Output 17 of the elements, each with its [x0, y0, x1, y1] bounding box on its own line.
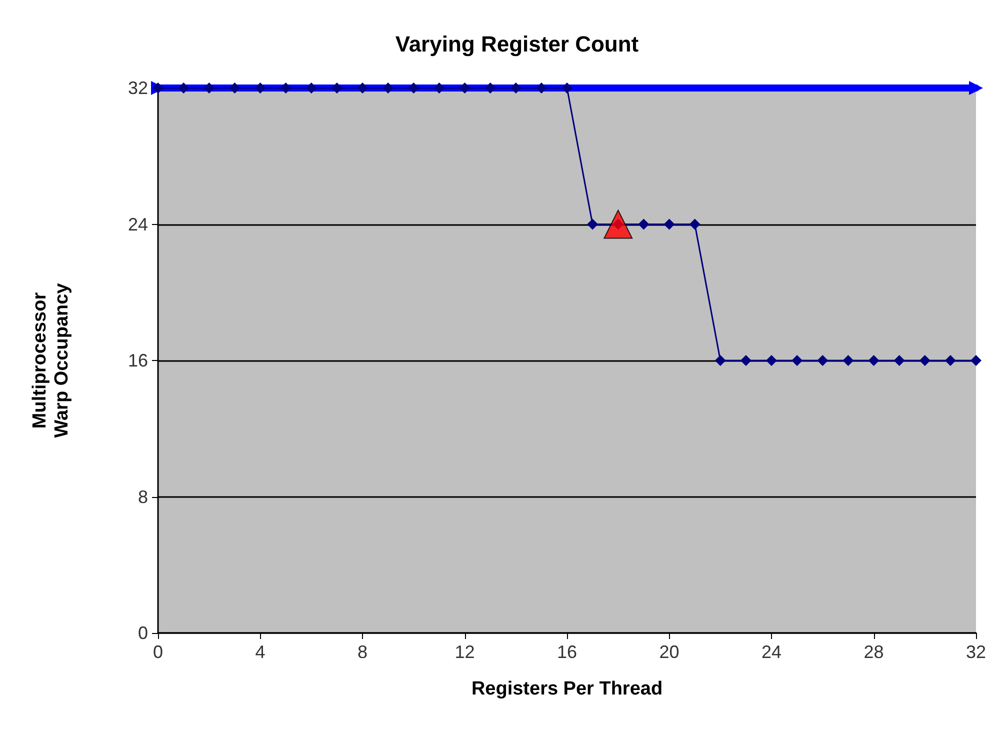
x-axis-title: Registers Per Thread [471, 678, 663, 700]
y-tick-label: 0 [138, 623, 148, 643]
x-tick-label: 16 [556, 642, 578, 662]
x-tick-label: 24 [761, 642, 782, 662]
x-tick-label: 32 [966, 642, 986, 662]
x-tick-label: 28 [864, 642, 884, 662]
chart-title: Varying Register Count [395, 32, 640, 56]
y-tick-label: 16 [128, 350, 148, 370]
x-tick-label: 12 [454, 642, 475, 662]
y-tick-label: 8 [138, 486, 148, 507]
x-tick-label: 0 [152, 642, 164, 662]
x-tick-label: 4 [255, 642, 266, 662]
y-tick-label: 24 [128, 214, 148, 234]
y-axis-title: Multiprocessor Warp Occupancy [30, 282, 72, 438]
y-tick-label: 32 [128, 78, 148, 98]
x-tick-label: 8 [357, 642, 368, 662]
x-tick-label: 20 [659, 642, 680, 662]
